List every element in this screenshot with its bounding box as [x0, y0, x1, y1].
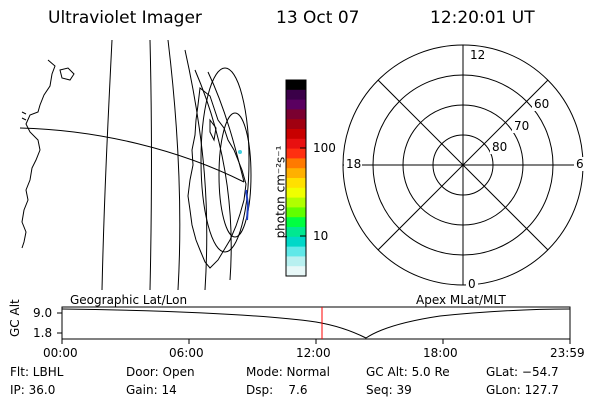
colorbar-cell — [286, 227, 306, 238]
date-label: 13 Oct 07 — [276, 8, 360, 28]
orbit-altitude-plot — [57, 306, 571, 344]
geographic-caption: Geographic Lat/Lon — [70, 293, 188, 307]
y-tick-1-8: 1.8 — [33, 326, 53, 340]
mlt-label-0: 0 — [468, 277, 476, 291]
colorbar-cell — [286, 109, 306, 120]
colorbar-unit-label: photon cm⁻²s⁻¹ — [273, 145, 288, 239]
colorbar-cell — [286, 168, 306, 179]
gc-alt-axis-label: GC Alt — [8, 299, 22, 337]
filter-status: Flt: LBHL — [10, 365, 64, 379]
colorbar-cell — [286, 236, 306, 248]
colorbar-cell — [286, 197, 306, 208]
colorbar-tick-100: 100 — [313, 141, 336, 155]
colorbar-cell — [286, 217, 306, 228]
colorbar-cell — [286, 256, 306, 267]
gain-status: Gain: 14 — [126, 383, 177, 397]
aurora-spot — [238, 150, 242, 154]
polar-plot — [342, 44, 584, 286]
door-status: Door: Open — [126, 365, 195, 379]
mlt-label-6: 6 — [576, 157, 584, 171]
colorbar-cell — [286, 99, 306, 110]
x-tick-2359: 23:59 — [550, 346, 585, 360]
mlat-label-70: 70 — [514, 119, 530, 133]
colorbar-cell — [286, 246, 306, 257]
x-tick-1800: 18:00 — [423, 346, 458, 360]
x-tick-0600: 06:00 — [169, 346, 204, 360]
colorbar-cell — [286, 129, 306, 140]
mode-status: Mode: Normal — [246, 365, 330, 379]
colorbar — [285, 79, 307, 277]
colorbar-cell — [286, 148, 306, 159]
colorbar-cell — [286, 119, 306, 130]
apex-caption: Apex MLat/MLT — [416, 293, 506, 307]
colorbar-tick-10: 10 — [313, 229, 329, 243]
colorbar-cell — [286, 178, 306, 189]
y-tick-9: 9.0 — [33, 306, 53, 320]
mlat-label-60: 60 — [534, 97, 550, 111]
glon-status: GLon: 127.7 — [486, 383, 559, 397]
glat-status: GLat: −54.7 — [486, 365, 559, 379]
altitude-curve — [61, 308, 571, 339]
colorbar-cell — [286, 80, 306, 91]
x-tick-0000: 00:00 — [43, 346, 78, 360]
dsp-status: Dsp: 7.6 — [246, 383, 308, 397]
ip-status: IP: 36.0 — [10, 383, 56, 397]
colorbar-cell — [286, 187, 306, 199]
colorbar-cell — [286, 138, 306, 150]
mlt-label-18: 18 — [346, 157, 362, 171]
seq-status: Seq: 39 — [366, 383, 412, 397]
colorbar-cell — [286, 207, 306, 218]
x-tick-1200: 12:00 — [296, 346, 331, 360]
geographic-map — [19, 39, 252, 291]
mlat-label-80: 80 — [492, 140, 508, 154]
gc-alt-status: GC Alt: 5.0 Re — [366, 365, 450, 379]
colorbar-cell — [286, 89, 306, 101]
aurora-trace — [245, 189, 250, 221]
colorbar-cell — [286, 158, 306, 169]
app-title: Ultraviolet Imager — [48, 8, 202, 28]
time-label: 12:20:01 UT — [430, 8, 535, 28]
colorbar-cell — [286, 266, 306, 277]
mlt-label-12: 12 — [470, 48, 486, 62]
